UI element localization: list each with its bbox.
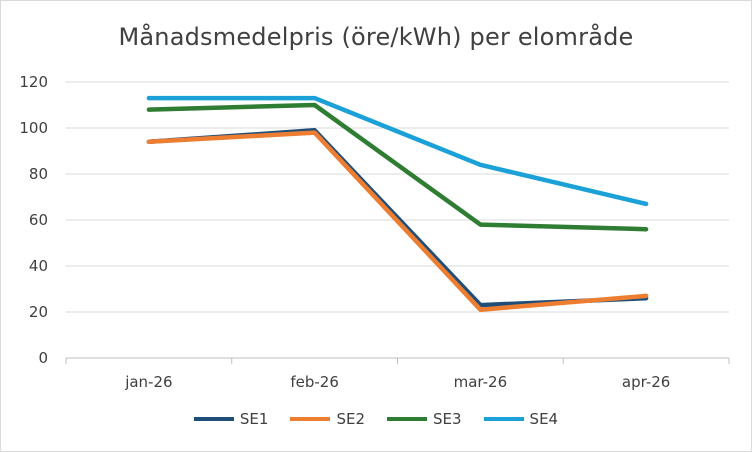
legend-label: SE1 — [239, 410, 269, 428]
x-tick-label-apr-26: apr-26 — [622, 373, 670, 391]
series-line-se4 — [146, 95, 649, 207]
legend-swatch — [193, 417, 234, 421]
x-tick-label-mar-26: mar-26 — [454, 373, 508, 391]
x-tick-label-jan-26: jan-26 — [124, 373, 172, 391]
y-tick-label-60: 60 — [29, 211, 48, 229]
legend-swatch — [387, 417, 427, 421]
legend-swatch — [290, 417, 331, 421]
series-line-se2 — [146, 130, 649, 312]
legend-label: SE2 — [336, 410, 365, 428]
legend-label: SE3 — [433, 410, 462, 428]
legend-item-se2: SE2 — [290, 410, 365, 428]
x-tick-label-feb-26: feb-26 — [290, 373, 339, 391]
y-tick-label-100: 100 — [19, 119, 48, 137]
chart-title: Månadsmedelpris (öre/kWh) per elområde — [118, 23, 634, 51]
legend: SE1 SE2 SE3 SE4 — [1, 410, 751, 428]
y-tick-label-40: 40 — [29, 257, 48, 275]
series-line-se1 — [146, 128, 649, 308]
series-line-se3 — [146, 102, 649, 232]
legend-item-se1: SE1 — [193, 410, 269, 428]
y-tick-label-20: 20 — [29, 303, 48, 321]
y-tick-label-0: 0 — [38, 349, 48, 367]
y-tick-label-120: 120 — [19, 73, 48, 91]
legend-item-se3: SE3 — [387, 410, 462, 428]
legend-swatch — [483, 417, 524, 421]
y-tick-label-80: 80 — [29, 165, 48, 183]
legend-label: SE4 — [529, 410, 559, 428]
legend-item-se4: SE4 — [483, 410, 559, 428]
